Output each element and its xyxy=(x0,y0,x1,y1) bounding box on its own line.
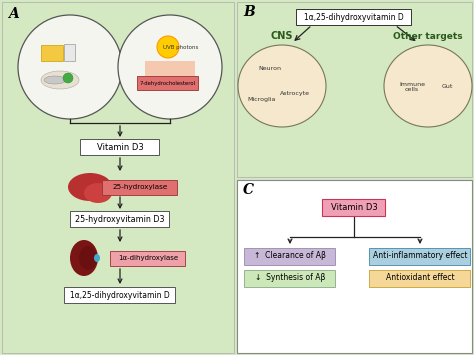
Text: 1α-dihydroxylase: 1α-dihydroxylase xyxy=(118,255,178,261)
FancyBboxPatch shape xyxy=(145,77,195,87)
Text: 1α,25-dihydroxyvitamin D: 1α,25-dihydroxyvitamin D xyxy=(70,290,170,300)
FancyBboxPatch shape xyxy=(71,211,170,227)
Text: 25-hydroxyvitamin D3: 25-hydroxyvitamin D3 xyxy=(75,214,165,224)
Text: CNS: CNS xyxy=(271,31,293,41)
Ellipse shape xyxy=(41,71,79,89)
FancyBboxPatch shape xyxy=(81,139,159,155)
FancyBboxPatch shape xyxy=(145,61,195,87)
Text: ↓  Synthesis of Aβ: ↓ Synthesis of Aβ xyxy=(255,273,325,283)
Ellipse shape xyxy=(84,183,112,203)
Ellipse shape xyxy=(94,254,100,262)
Text: C: C xyxy=(243,183,254,197)
Ellipse shape xyxy=(79,246,97,270)
Text: Antioxidant effect: Antioxidant effect xyxy=(386,273,454,283)
Ellipse shape xyxy=(238,45,326,127)
Text: Immune
cells: Immune cells xyxy=(399,82,425,92)
FancyBboxPatch shape xyxy=(370,247,471,264)
Text: Microglia: Microglia xyxy=(248,98,276,103)
Text: UVB photons: UVB photons xyxy=(164,44,199,49)
FancyBboxPatch shape xyxy=(41,45,63,61)
Text: Neuron: Neuron xyxy=(258,66,282,71)
Text: Vitamin D3: Vitamin D3 xyxy=(331,202,377,212)
FancyBboxPatch shape xyxy=(2,2,234,353)
Ellipse shape xyxy=(70,240,98,276)
Text: B: B xyxy=(243,5,255,19)
Text: A: A xyxy=(8,7,19,21)
Text: 7-dehydrocholesterol: 7-dehydrocholesterol xyxy=(140,81,196,86)
Ellipse shape xyxy=(44,76,66,84)
FancyBboxPatch shape xyxy=(64,44,75,60)
Ellipse shape xyxy=(18,15,122,119)
Text: Astrocyte: Astrocyte xyxy=(280,91,310,95)
Ellipse shape xyxy=(63,73,73,83)
Text: 1α,25-dihydroxyvitamin D: 1α,25-dihydroxyvitamin D xyxy=(304,12,404,22)
FancyBboxPatch shape xyxy=(137,76,199,90)
FancyBboxPatch shape xyxy=(110,251,185,266)
Text: Vitamin D3: Vitamin D3 xyxy=(97,142,143,152)
Text: Gut: Gut xyxy=(441,84,453,89)
FancyBboxPatch shape xyxy=(245,247,336,264)
Ellipse shape xyxy=(118,15,222,119)
Ellipse shape xyxy=(157,36,179,58)
FancyBboxPatch shape xyxy=(322,198,385,215)
Text: 25-hydroxylase: 25-hydroxylase xyxy=(112,184,168,190)
Text: ↑  Clearance of Aβ: ↑ Clearance of Aβ xyxy=(254,251,326,261)
FancyBboxPatch shape xyxy=(237,180,472,353)
FancyBboxPatch shape xyxy=(245,269,336,286)
FancyBboxPatch shape xyxy=(370,269,471,286)
Ellipse shape xyxy=(384,45,472,127)
FancyBboxPatch shape xyxy=(297,9,411,25)
FancyBboxPatch shape xyxy=(64,287,175,303)
FancyBboxPatch shape xyxy=(102,180,177,195)
Text: Anti-inflammatory effect: Anti-inflammatory effect xyxy=(373,251,467,261)
Text: Other targets: Other targets xyxy=(393,32,463,41)
Ellipse shape xyxy=(68,173,112,201)
FancyBboxPatch shape xyxy=(237,2,472,177)
